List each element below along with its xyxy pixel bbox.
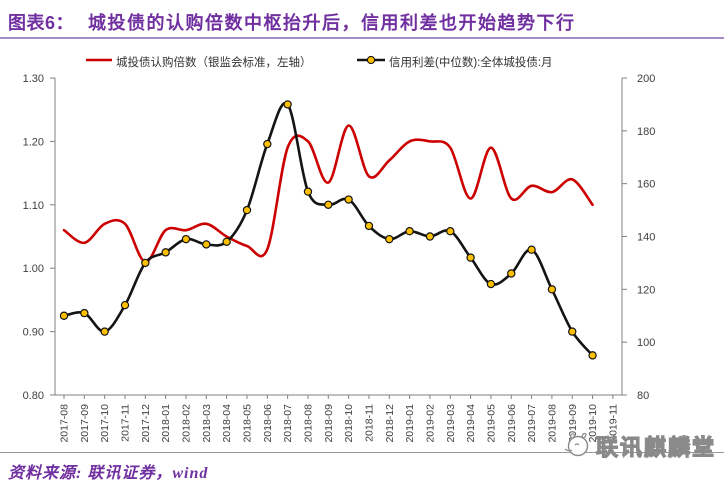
data-point-marker: [405, 227, 414, 236]
data-point-marker: [446, 227, 455, 236]
line-chart-canvas: 1.30 1.20 1.10 1.00 0.90 0.80 200 180 160 140 120 1…: [0, 70, 724, 455]
legend-item-subscription-multiple: 城投债认购倍数（银监会标准，左轴）: [85, 54, 312, 70]
x-axis-tick-label: 2018-10: [343, 404, 355, 443]
kirin-mascot-icon: [562, 429, 592, 464]
figure-title: 图表6： 城投债的认购倍数中枢抬升后，信用利差也开始趋势下行: [8, 9, 718, 35]
data-point-marker: [466, 253, 475, 262]
data-point-marker: [527, 245, 536, 254]
x-axis-tick-label: 2019-10: [587, 404, 599, 443]
x-axis-tick-label: 2019-05: [485, 404, 497, 443]
x-axis-tick-label: 2019-08: [546, 404, 558, 443]
data-point-marker: [80, 308, 89, 318]
x-axis-tick-label: 2017-12: [140, 404, 152, 443]
legend-item-credit-spread: 信用利差(中位数):全体城投债:月: [356, 54, 553, 70]
watermark-text: 联讯麒麟堂: [595, 434, 716, 460]
figure-number-label: 图表6：: [8, 13, 75, 33]
x-axis-tick-label: 2018-12: [384, 404, 396, 443]
x-axis-tick-label: 2018-01: [160, 404, 172, 443]
data-point-marker: [100, 327, 109, 336]
x-axis-tick-label: 2018-03: [201, 404, 213, 443]
data-source-note: 资料来源: 联讯证券，wind: [8, 465, 209, 482]
x-axis-tick-label: 2018-08: [302, 404, 314, 443]
data-point-marker: [364, 221, 374, 231]
data-point-marker: [385, 234, 394, 244]
data-point-marker: [303, 187, 313, 196]
data-point-marker: [507, 269, 516, 278]
left-axis-tick-label: 1.30: [23, 73, 44, 85]
right-axis-tick-label: 200: [637, 73, 655, 85]
left-axis-tick-label: 1.20: [23, 136, 44, 148]
right-axis-tick-label: 160: [637, 179, 655, 191]
x-axis-tick-label: 2018-06: [262, 404, 274, 443]
x-axis-tick-label: 2019-06: [506, 404, 518, 443]
data-point-marker: [141, 258, 150, 268]
legend-label: 城投债认购倍数（银监会标准，左轴）: [116, 57, 312, 69]
x-axis-tick-label: 2019-02: [424, 404, 436, 443]
x-axis-tick-label: 2017-11: [119, 404, 131, 442]
data-point-marker: [222, 237, 231, 246]
data-point-marker: [547, 285, 557, 294]
x-axis-tick-label: 2019-01: [404, 404, 416, 443]
footer-divider: [0, 452, 724, 453]
data-point-marker: [425, 232, 435, 241]
data-point-marker: [202, 240, 211, 249]
data-point-marker: [120, 300, 130, 310]
x-axis-tick-label: 2018-11: [363, 404, 375, 442]
data-point-marker: [283, 100, 292, 109]
x-axis-tick-label: 2018-07: [282, 404, 294, 443]
left-axis-tick-label: 0.90: [23, 327, 44, 339]
data-point-marker: [242, 205, 252, 215]
data-point-marker: [263, 139, 272, 149]
right-axis-tick-label: 80: [637, 390, 649, 402]
title-divider: [0, 37, 724, 39]
data-point-marker: [59, 311, 69, 320]
data-point-marker: [161, 248, 170, 257]
data-point-marker: [324, 200, 333, 209]
left-axis-tick-label: 1.00: [23, 263, 44, 275]
right-axis-tick-label: 180: [637, 126, 655, 138]
brand-watermark: 联讯麒麟堂: [562, 429, 716, 463]
left-axis-tick-label: 0.80: [23, 390, 44, 402]
x-axis-tick-label: 2019-07: [526, 404, 538, 443]
x-axis-tick-label: 2018-05: [241, 404, 253, 443]
right-axis-tick-label: 100: [637, 337, 655, 349]
left-axis-tick-label: 1.10: [23, 200, 44, 212]
x-axis-tick-label: 2018-04: [221, 404, 233, 443]
chart-svg: 1.30 1.20 1.10 1.00 0.90 0.80 200 180 160 140 120 1…: [23, 73, 656, 443]
data-point-marker: [344, 195, 353, 204]
x-axis-tick-label: 2017-08: [59, 404, 71, 443]
data-point-marker: [568, 327, 577, 336]
right-axis-tick-label: 140: [637, 232, 655, 244]
subscription-multiple-line: [62, 124, 594, 264]
x-axis-tick-label: 2019-09: [567, 404, 579, 443]
x-axis-tick-label: 2017-09: [79, 404, 91, 443]
x-axis-tick-label: 2018-09: [323, 404, 335, 443]
data-point-marker: [181, 234, 191, 244]
credit-spread-line: [62, 101, 594, 357]
data-point-marker: [588, 351, 597, 360]
chart-legend: 城投债认购倍数（银监会标准，左轴） 信用利差(中位数):全体城投债:月: [0, 54, 724, 70]
x-axis-tick-label: 2019-04: [465, 404, 477, 443]
black-line-yellow-dot-swatch-icon: [356, 53, 386, 71]
figure-title-text: 城投债的认购倍数中枢抬升后，信用利差也开始趋势下行: [88, 13, 576, 33]
red-line-swatch-icon: [85, 53, 113, 71]
x-axis-tick-label: 2019-11: [607, 404, 619, 442]
x-axis-tick-label: 2019-03: [445, 404, 457, 443]
right-axis-tick-label: 120: [637, 284, 655, 296]
x-axis-tick-label: 2017-10: [99, 404, 111, 443]
x-axis-tick-label: 2018-02: [180, 404, 192, 443]
legend-label: 信用利差(中位数):全体城投债:月: [389, 57, 553, 69]
data-point-marker: [486, 279, 496, 289]
